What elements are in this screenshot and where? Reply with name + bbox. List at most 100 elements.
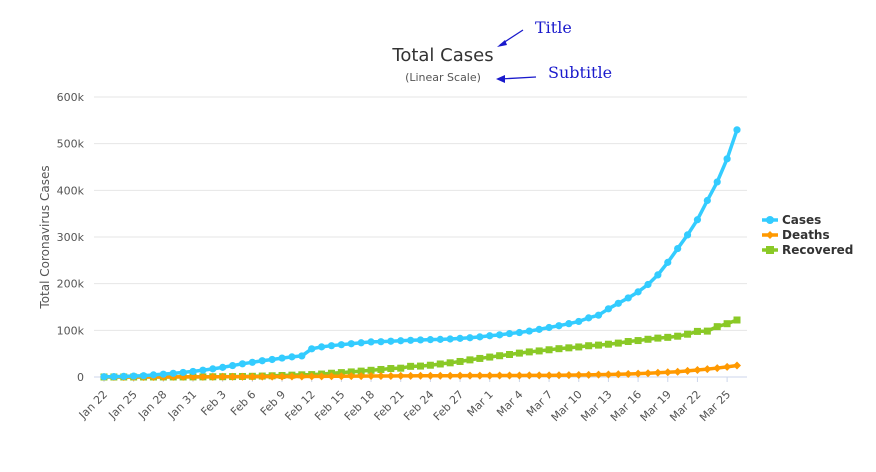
data-point — [387, 337, 395, 345]
x-tick-label: Mar 22 — [667, 388, 703, 424]
legend-marker — [766, 231, 774, 239]
y-tick-label: 600k — [57, 91, 85, 104]
data-point — [297, 372, 306, 381]
y-tick-label: 100k — [57, 324, 85, 337]
data-point — [317, 372, 326, 381]
y-tick-label: 500k — [57, 138, 85, 151]
data-point — [426, 371, 435, 380]
x-tick-label: Jan 22 — [76, 388, 110, 422]
data-point — [120, 372, 128, 380]
data-point — [426, 361, 434, 369]
data-point — [673, 367, 682, 376]
data-point — [189, 372, 198, 381]
data-point — [634, 337, 642, 345]
data-point — [198, 372, 207, 381]
chart-subtitle: (Linear Scale) — [405, 71, 481, 84]
x-tick-label: Feb 15 — [312, 388, 347, 423]
data-point — [604, 370, 613, 379]
data-point — [456, 334, 464, 342]
data-point — [268, 355, 276, 364]
data-point — [555, 322, 563, 330]
series-cases — [100, 126, 741, 381]
data-point — [653, 368, 662, 377]
data-point — [248, 358, 256, 366]
data-point — [693, 327, 701, 335]
subtitle-annotation: Subtitle — [496, 63, 612, 83]
legend-item-recovered[interactable]: Recovered — [762, 243, 853, 257]
data-point — [723, 155, 731, 163]
subtitle-annotation-text: Subtitle — [548, 63, 612, 82]
data-point — [703, 365, 712, 374]
data-point — [624, 369, 633, 378]
data-point — [248, 372, 257, 381]
data-point — [376, 372, 385, 381]
data-point — [663, 368, 672, 377]
data-point — [525, 371, 534, 380]
data-point — [208, 372, 217, 381]
data-point — [199, 366, 207, 374]
data-point — [723, 362, 732, 371]
data-point — [179, 368, 187, 377]
x-tick-label: Feb 18 — [342, 388, 377, 423]
data-point — [347, 340, 355, 348]
data-point — [585, 314, 593, 322]
data-point — [278, 372, 287, 381]
data-point — [515, 371, 524, 380]
data-point — [307, 372, 316, 381]
data-point — [110, 373, 118, 381]
data-point — [624, 338, 632, 346]
x-tick-label: Feb 21 — [371, 388, 406, 423]
x-tick-label: Jan 28 — [135, 388, 169, 422]
data-point — [446, 335, 454, 343]
data-point — [703, 327, 711, 335]
x-tick-label: Feb 6 — [228, 388, 258, 418]
data-point — [357, 367, 365, 375]
data-point — [525, 348, 533, 356]
data-point — [644, 335, 652, 343]
data-point — [337, 372, 346, 381]
data-point — [614, 299, 622, 307]
data-point — [436, 371, 445, 380]
data-point — [693, 366, 702, 375]
data-point — [585, 342, 593, 350]
data-point — [545, 323, 553, 332]
data-point — [683, 231, 692, 239]
x-tick-label: Mar 25 — [697, 388, 733, 424]
data-point — [594, 311, 603, 319]
data-point — [465, 371, 474, 380]
data-point — [347, 372, 356, 381]
data-point — [397, 364, 405, 372]
data-point — [387, 365, 395, 373]
y-axis-label: Total Coronavirus Cases — [38, 165, 52, 309]
data-point — [684, 330, 692, 338]
legend-item-deaths[interactable]: Deaths — [762, 228, 830, 242]
data-point — [258, 372, 267, 381]
data-point — [535, 347, 543, 355]
data-point — [169, 369, 177, 377]
data-point — [674, 244, 682, 253]
data-point — [446, 359, 454, 367]
x-tick-label: Feb 27 — [431, 388, 466, 423]
x-tick-label: Mar 19 — [638, 388, 674, 424]
data-point — [327, 372, 336, 381]
data-point — [575, 317, 583, 326]
data-point — [575, 343, 583, 351]
x-tick-label: Mar 4 — [494, 388, 525, 419]
data-point — [228, 361, 237, 370]
x-tick-label: Mar 13 — [578, 388, 614, 424]
chart-title: Total Cases — [391, 45, 493, 66]
data-point — [565, 344, 573, 352]
data-point — [337, 341, 345, 349]
data-point — [674, 332, 682, 340]
data-point — [189, 367, 197, 376]
data-point — [594, 370, 603, 379]
data-point — [407, 362, 415, 370]
data-point — [446, 371, 455, 380]
data-point — [515, 349, 523, 357]
data-point — [664, 333, 672, 341]
x-tick-label: Feb 24 — [401, 388, 436, 423]
data-point — [515, 328, 524, 337]
legend-item-cases[interactable]: Cases — [762, 213, 821, 227]
